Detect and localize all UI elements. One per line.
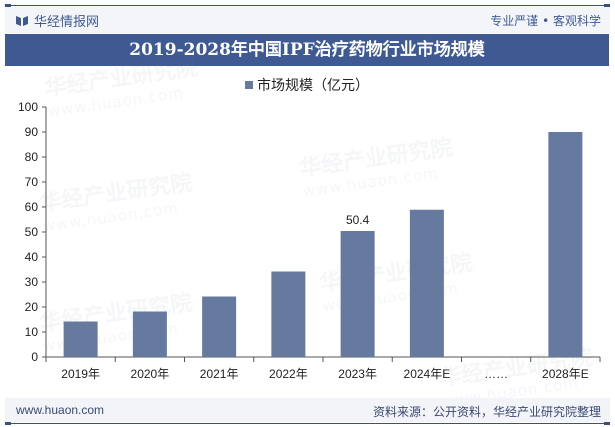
slogan: 专业严谨 • 客观科学 — [490, 14, 601, 28]
x-tick-label: 2022年 — [269, 367, 308, 381]
bar[interactable] — [271, 271, 306, 358]
y-tick-label: 100 — [18, 100, 38, 114]
bar[interactable] — [409, 209, 444, 357]
top-rule — [5, 4, 610, 7]
footer-source: 资料来源：公开资料，华经产业研究院整理 — [372, 405, 601, 419]
footer-url[interactable]: www.huaon.com — [16, 403, 105, 417]
brand: 华经情报网 — [16, 11, 99, 30]
y-tick-label: 50 — [25, 225, 39, 239]
y-tick-label: 20 — [25, 300, 39, 314]
x-tick-label: 2023年 — [338, 367, 377, 381]
brand-name: 华经情报网 — [34, 15, 100, 30]
chart-title: 2019-2028年中国IPF治疗药物行业市场规模 — [5, 34, 609, 66]
bar[interactable] — [63, 321, 98, 358]
footer-band — [5, 398, 610, 422]
brand-logo-icon — [16, 15, 28, 26]
legend-label: 市场规模（亿元） — [257, 78, 369, 94]
y-tick-label: 70 — [25, 175, 39, 189]
x-tick-label: 2020年 — [131, 367, 170, 381]
legend-swatch — [245, 81, 253, 89]
legend: 市场规模（亿元） — [245, 75, 369, 95]
x-tick-label: 2028年E — [542, 367, 589, 381]
x-tick-label: 2021年 — [200, 367, 239, 381]
y-tick-label: 60 — [25, 200, 39, 214]
x-tick-label: 2019年 — [61, 367, 100, 381]
x-tick-label: 2024年E — [404, 367, 451, 381]
y-tick-label: 40 — [25, 250, 39, 264]
x-tick-label: …… — [484, 367, 508, 381]
bar[interactable] — [548, 132, 583, 357]
bar[interactable] — [340, 231, 375, 357]
y-tick-label: 80 — [25, 150, 39, 164]
y-tick-label: 30 — [25, 275, 39, 289]
y-tick-label: 10 — [25, 325, 39, 339]
y-tick-label: 90 — [25, 125, 39, 139]
bar[interactable] — [132, 311, 167, 358]
header-band — [5, 7, 610, 33]
data-label: 50.4 — [346, 213, 370, 227]
y-tick-label: 0 — [31, 350, 38, 364]
bottom-rule — [5, 422, 610, 425]
bar[interactable] — [202, 296, 237, 358]
